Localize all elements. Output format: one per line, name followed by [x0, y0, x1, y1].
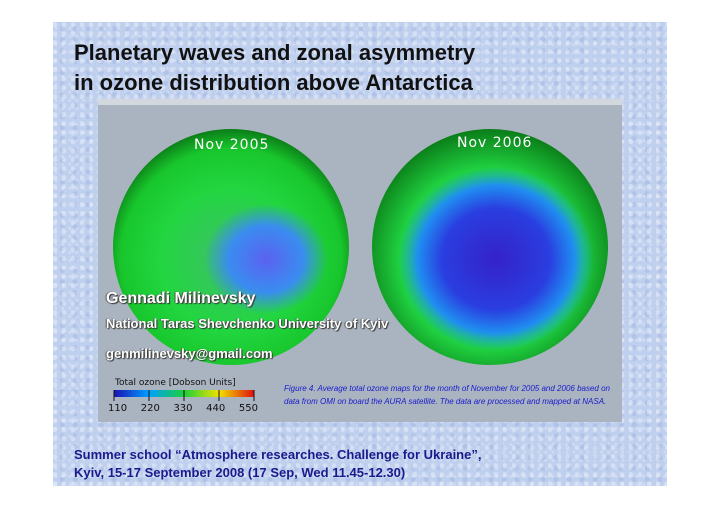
footer-line-1: Summer school “Atmosphere researches. Ch…: [74, 447, 482, 462]
author-university: National Taras Shevchenko University of …: [106, 316, 389, 331]
author-name: Gennadi Milinevsky: [106, 290, 256, 307]
colorbar-title: Total ozone [Dobson Units]: [115, 378, 236, 388]
ozone-hole-2006: [398, 167, 594, 351]
footer: Summer school “Atmosphere researches. Ch…: [74, 446, 634, 482]
colorbar-tick: 220: [140, 403, 160, 414]
colorbar-tick: 440: [206, 403, 226, 414]
title-line-2: in ozone distribution above Antarctica: [74, 70, 473, 95]
footer-line-2: Kyiv, 15-17 September 2008 (17 Sep, Wed …: [74, 465, 406, 480]
figure-caption: Figure 4. Average total ozone maps for t…: [284, 384, 610, 406]
colorbar-ticks: 110 220 330 440 550: [108, 403, 258, 414]
map-label-2006: Nov 2006: [457, 135, 533, 151]
author-email[interactable]: genmilinevsky@gmail.com: [106, 346, 273, 361]
title-line-1: Planetary waves and zonal asymmetry: [74, 40, 476, 65]
colorbar-tick: 110: [108, 403, 128, 414]
ozone-maps-graphic: [98, 99, 622, 401]
slide-title: Planetary waves and zonal asymmetry in o…: [74, 38, 634, 98]
ozone-hole-2005: [204, 204, 328, 314]
colorbar-tick: 330: [173, 403, 193, 414]
colorbar-tick: 550: [238, 403, 258, 414]
map-label-2005: Nov 2005: [194, 137, 270, 153]
ozone-maps-figure: Nov 2005 Nov 2006 Total ozone [Dobson Un…: [98, 99, 622, 422]
